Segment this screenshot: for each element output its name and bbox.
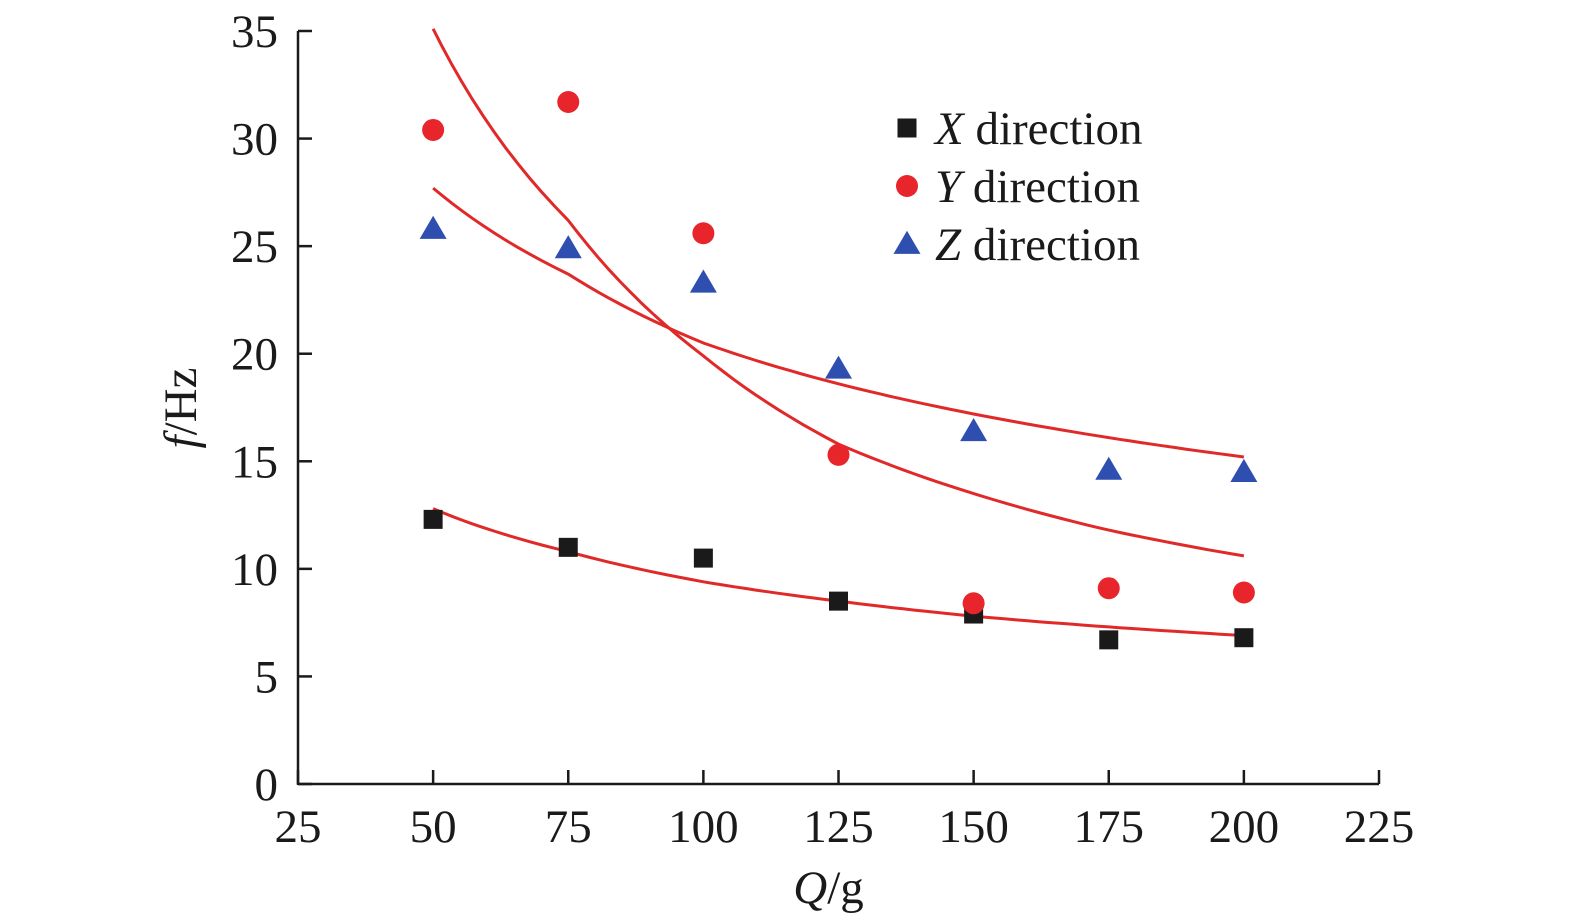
axis-labels: Q/g f/Hz <box>155 368 864 914</box>
x-axis-title: Q/g <box>793 862 864 914</box>
legend-marker-y <box>896 175 918 197</box>
x-tick-label: 100 <box>668 801 739 853</box>
data-point-x <box>1099 630 1119 650</box>
x-tick-label: 200 <box>1209 801 1280 853</box>
axes: 25 50 75 100 125 150 175 200 225 0 5 10 15 20 25 30 35 <box>231 6 1414 853</box>
data-point-y <box>962 592 985 615</box>
data-point-z <box>960 417 988 442</box>
trendline-x <box>432 507 1244 638</box>
legend-marker-z <box>893 230 921 254</box>
x-tick-label: 150 <box>938 801 1009 853</box>
data-point-z <box>419 215 447 239</box>
legend: X direction Y direction Z direction <box>893 103 1143 271</box>
data-point-y <box>422 118 445 141</box>
data-point-x <box>829 591 848 611</box>
y-axis-title: f/Hz <box>155 368 207 449</box>
y-tick-label: 10 <box>231 544 278 596</box>
y-tick-label: 30 <box>231 114 278 166</box>
x-tick-label: 75 <box>545 801 592 853</box>
data-point-x <box>558 537 578 557</box>
y-tick-label: 35 <box>231 6 278 58</box>
legend-label-z: Z direction <box>935 219 1140 271</box>
x-tick-label: 50 <box>410 801 457 853</box>
data-point-z <box>689 269 717 293</box>
data-point-z <box>825 355 852 379</box>
legend-label-y: Y direction <box>935 161 1140 213</box>
data-point-y <box>827 443 850 466</box>
trendline-z <box>432 186 1245 459</box>
data-point-z <box>1095 456 1123 480</box>
data-point-y <box>1097 577 1120 600</box>
data-point-x <box>693 548 713 568</box>
data-point-y <box>1232 581 1255 604</box>
y-tick-label: 25 <box>231 221 278 273</box>
x-tick-label: 125 <box>803 801 874 853</box>
y-tick-label: 20 <box>231 329 278 381</box>
y-tick-label: 5 <box>255 651 279 703</box>
data-point-z <box>554 235 582 259</box>
data-point-y <box>557 90 580 113</box>
legend-label-x: X direction <box>933 103 1143 155</box>
y-tick-label: 0 <box>255 759 279 811</box>
y-tick-label: 15 <box>231 436 278 488</box>
x-tick-label: 175 <box>1074 801 1145 853</box>
data-point-x <box>423 509 443 529</box>
legend-marker-x <box>897 118 917 138</box>
data-point-y <box>692 222 715 245</box>
x-tick-label: 225 <box>1344 801 1415 853</box>
data-point-x <box>1234 628 1254 648</box>
x-tick-label: 25 <box>275 801 322 853</box>
data-point-z <box>1230 458 1258 482</box>
data-markers <box>419 90 1258 650</box>
